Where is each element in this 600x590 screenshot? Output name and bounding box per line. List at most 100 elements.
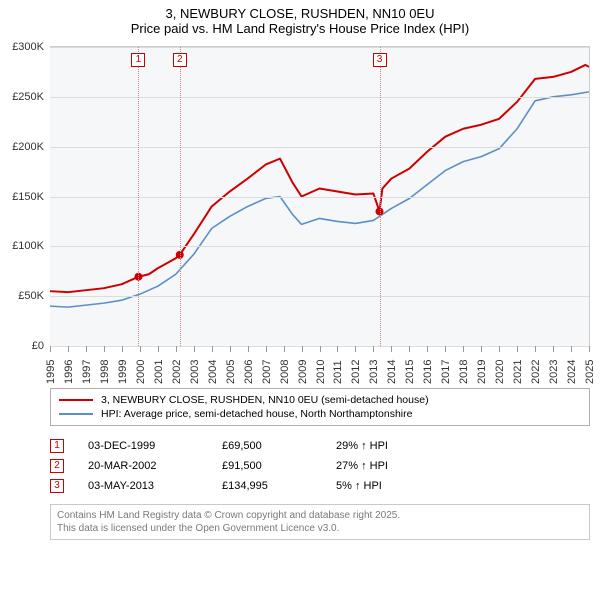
x-axis-label: 1997 bbox=[81, 360, 93, 384]
title-subtitle: Price paid vs. HM Land Registry's House … bbox=[0, 21, 600, 36]
x-axis-label: 2013 bbox=[368, 360, 380, 384]
x-axis-label: 2023 bbox=[548, 360, 560, 384]
x-tick bbox=[212, 346, 213, 352]
gridline bbox=[50, 97, 589, 98]
x-axis-label: 2001 bbox=[153, 360, 165, 384]
tx-marker-box: 3 bbox=[50, 479, 64, 493]
x-tick bbox=[535, 346, 536, 352]
legend: 3, NEWBURY CLOSE, RUSHDEN, NN10 0EU (sem… bbox=[50, 388, 590, 426]
legend-item: 3, NEWBURY CLOSE, RUSHDEN, NN10 0EU (sem… bbox=[59, 393, 581, 407]
x-tick bbox=[266, 346, 267, 352]
x-axis-label: 2000 bbox=[135, 360, 147, 384]
tx-date: 03-MAY-2013 bbox=[88, 480, 198, 492]
tx-date: 20-MAR-2002 bbox=[88, 460, 198, 472]
x-tick bbox=[176, 346, 177, 352]
footer-attribution: Contains HM Land Registry data © Crown c… bbox=[50, 504, 590, 540]
x-tick bbox=[463, 346, 464, 352]
tx-price: £69,500 bbox=[222, 440, 312, 452]
x-tick bbox=[499, 346, 500, 352]
x-axis-label: 2021 bbox=[512, 360, 524, 384]
legend-label: HPI: Average price, semi-detached house,… bbox=[101, 408, 412, 420]
gridline bbox=[50, 197, 589, 198]
sale-marker-line bbox=[180, 47, 181, 346]
tx-marker-box: 1 bbox=[50, 439, 64, 453]
x-tick bbox=[571, 346, 572, 352]
x-tick bbox=[320, 346, 321, 352]
y-axis-label: £0 bbox=[32, 340, 44, 352]
transactions-table: 1 03-DEC-1999 £69,500 29% ↑ HPI 2 20-MAR… bbox=[50, 436, 590, 496]
x-axis-label: 1996 bbox=[63, 360, 75, 384]
x-axis-label: 2008 bbox=[279, 360, 291, 384]
tx-date: 03-DEC-1999 bbox=[88, 440, 198, 452]
sale-marker-line bbox=[380, 47, 381, 346]
tx-diff: 27% ↑ HPI bbox=[336, 460, 388, 472]
x-axis-label: 2010 bbox=[315, 360, 327, 384]
x-tick bbox=[427, 346, 428, 352]
gridline bbox=[50, 147, 589, 148]
tx-diff: 5% ↑ HPI bbox=[336, 480, 382, 492]
chart-container: 3, NEWBURY CLOSE, RUSHDEN, NN10 0EU Pric… bbox=[0, 0, 600, 590]
legend-swatch bbox=[59, 413, 93, 415]
y-axis-label: £300K bbox=[12, 41, 44, 53]
gridline bbox=[50, 47, 589, 48]
x-tick bbox=[391, 346, 392, 352]
chart-plot-area: £0£50K£100K£150K£200K£250K£300K199519961… bbox=[50, 46, 590, 346]
x-tick bbox=[140, 346, 141, 352]
x-axis-label: 2016 bbox=[422, 360, 434, 384]
x-tick bbox=[248, 346, 249, 352]
series-price_paid bbox=[50, 65, 589, 292]
x-axis-label: 2015 bbox=[404, 360, 416, 384]
x-axis-label: 2022 bbox=[530, 360, 542, 384]
sale-marker-box: 2 bbox=[173, 53, 187, 67]
table-row: 3 03-MAY-2013 £134,995 5% ↑ HPI bbox=[50, 476, 590, 496]
legend-swatch bbox=[59, 399, 93, 401]
table-row: 1 03-DEC-1999 £69,500 29% ↑ HPI bbox=[50, 436, 590, 456]
x-tick bbox=[589, 346, 590, 352]
x-axis-label: 2019 bbox=[476, 360, 488, 384]
x-axis-label: 2006 bbox=[243, 360, 255, 384]
tx-price: £91,500 bbox=[222, 460, 312, 472]
legend-label: 3, NEWBURY CLOSE, RUSHDEN, NN10 0EU (sem… bbox=[101, 394, 429, 406]
x-tick bbox=[302, 346, 303, 352]
y-axis-label: £50K bbox=[18, 290, 44, 302]
x-tick bbox=[158, 346, 159, 352]
x-axis-label: 2018 bbox=[458, 360, 470, 384]
x-tick bbox=[194, 346, 195, 352]
x-tick bbox=[284, 346, 285, 352]
sale-marker-box: 3 bbox=[373, 53, 387, 67]
x-tick bbox=[553, 346, 554, 352]
title-address: 3, NEWBURY CLOSE, RUSHDEN, NN10 0EU bbox=[0, 6, 600, 21]
x-axis-label: 1998 bbox=[99, 360, 111, 384]
title-block: 3, NEWBURY CLOSE, RUSHDEN, NN10 0EU Pric… bbox=[0, 0, 600, 40]
x-tick bbox=[373, 346, 374, 352]
x-axis-label: 2017 bbox=[440, 360, 452, 384]
x-axis-label: 2002 bbox=[171, 360, 183, 384]
gridline bbox=[50, 246, 589, 247]
x-tick bbox=[104, 346, 105, 352]
tx-diff: 29% ↑ HPI bbox=[336, 440, 388, 452]
x-axis-label: 2004 bbox=[207, 360, 219, 384]
series-hpi bbox=[50, 92, 589, 307]
x-axis-label: 2012 bbox=[350, 360, 362, 384]
x-tick bbox=[481, 346, 482, 352]
tx-marker-box: 2 bbox=[50, 459, 64, 473]
x-axis-label: 2024 bbox=[566, 360, 578, 384]
x-tick bbox=[50, 346, 51, 352]
x-tick bbox=[230, 346, 231, 352]
footer-line: This data is licensed under the Open Gov… bbox=[57, 522, 583, 535]
x-tick bbox=[68, 346, 69, 352]
x-axis-label: 2005 bbox=[225, 360, 237, 384]
x-tick bbox=[337, 346, 338, 352]
y-axis-label: £150K bbox=[12, 191, 44, 203]
x-axis-label: 2009 bbox=[297, 360, 309, 384]
y-axis-label: £250K bbox=[12, 91, 44, 103]
sale-marker-line bbox=[138, 47, 139, 346]
x-tick bbox=[409, 346, 410, 352]
x-tick bbox=[86, 346, 87, 352]
x-axis-label: 2007 bbox=[261, 360, 273, 384]
x-tick bbox=[517, 346, 518, 352]
tx-price: £134,995 bbox=[222, 480, 312, 492]
x-axis-label: 2014 bbox=[386, 360, 398, 384]
y-axis-label: £100K bbox=[12, 240, 44, 252]
footer-line: Contains HM Land Registry data © Crown c… bbox=[57, 509, 583, 522]
